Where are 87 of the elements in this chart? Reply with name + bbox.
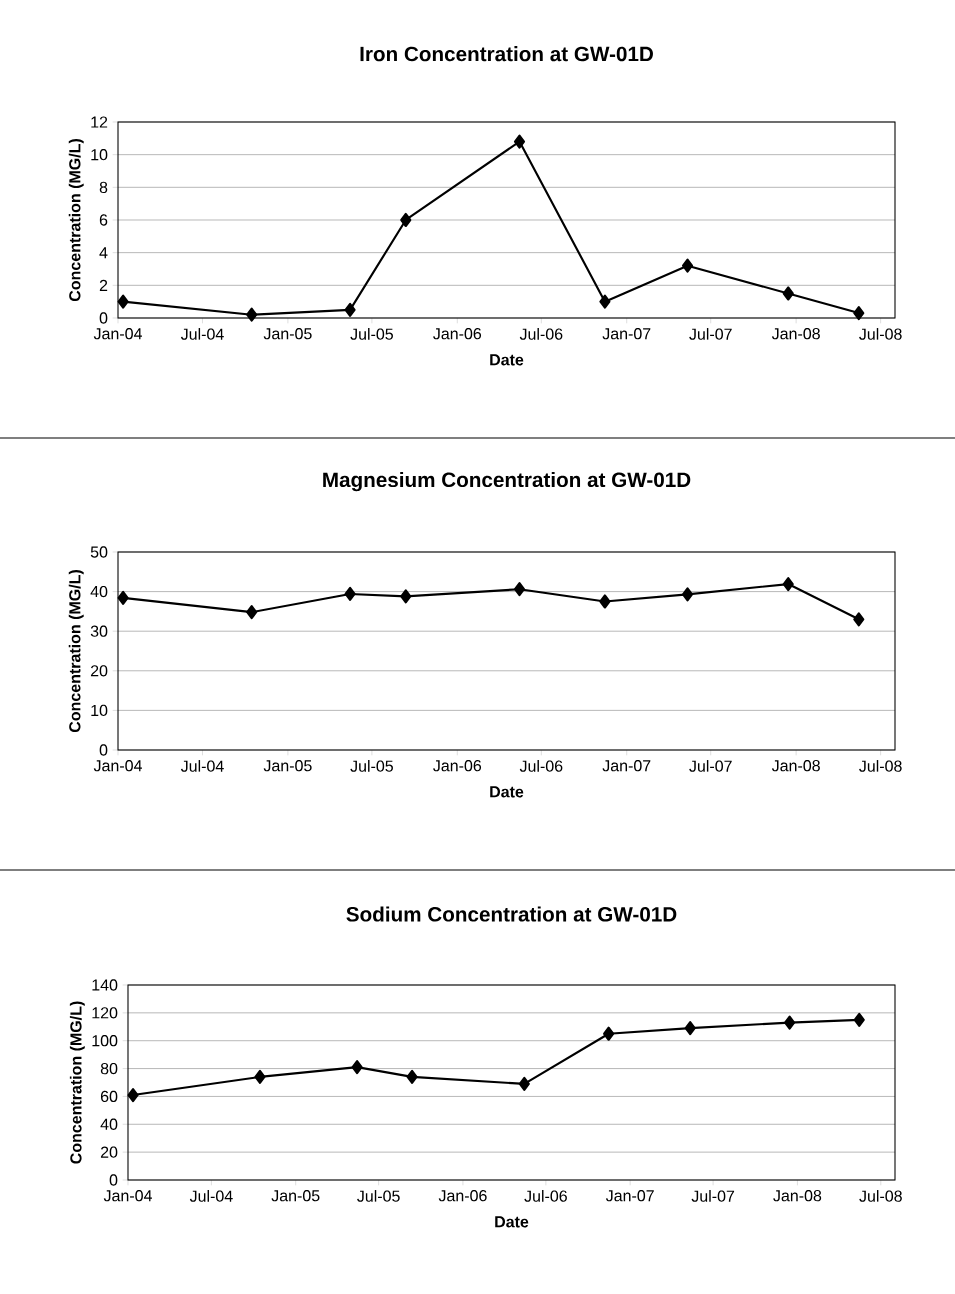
y-tick-label: 2 bbox=[99, 279, 108, 291]
y-tick-label: 120 bbox=[92, 1007, 118, 1019]
x-tick-label: Jan-05 bbox=[263, 760, 312, 772]
x-tick-label: Jan-06 bbox=[438, 1190, 487, 1202]
point bbox=[246, 307, 258, 322]
point bbox=[684, 1021, 696, 1036]
point bbox=[681, 587, 694, 602]
y-tick-label: 40 bbox=[100, 1118, 118, 1130]
point bbox=[513, 582, 526, 597]
x-tick-label: Jan-06 bbox=[433, 328, 482, 340]
point bbox=[344, 586, 356, 602]
y-tick-label: 8 bbox=[99, 181, 108, 193]
point bbox=[853, 612, 865, 627]
x-tick-label: Jan-08 bbox=[771, 760, 820, 772]
x-tick-label: Jan-07 bbox=[605, 1190, 654, 1202]
x-tick-label: Jul-08 bbox=[859, 1190, 902, 1202]
x-tick-label: Jul-05 bbox=[350, 328, 393, 340]
x-tick-label: Jul-06 bbox=[519, 760, 563, 772]
point bbox=[117, 294, 129, 309]
x-tick-label: Jan-05 bbox=[271, 1190, 320, 1202]
point bbox=[782, 577, 794, 592]
y-axis-title: Concentration (MG/L) bbox=[69, 1001, 85, 1164]
x-tick-label: Jan-04 bbox=[93, 760, 142, 772]
y-tick-label: 0 bbox=[99, 744, 108, 756]
y-tick-label: 80 bbox=[100, 1062, 118, 1075]
x-tick-label: Jul-05 bbox=[357, 1190, 400, 1202]
x-tick-label: Jul-06 bbox=[524, 1190, 567, 1202]
x-axis-title: Date bbox=[490, 354, 524, 366]
y-tick-label: 50 bbox=[90, 546, 108, 558]
x-tick-label: Jul-08 bbox=[859, 328, 902, 340]
point bbox=[518, 1076, 530, 1091]
x-tick-label: Jul-04 bbox=[180, 760, 224, 772]
x-tick-label: Jul-06 bbox=[519, 328, 563, 340]
point bbox=[599, 294, 611, 309]
x-tick-label: Jul-07 bbox=[689, 328, 732, 340]
point bbox=[400, 212, 412, 228]
point bbox=[853, 306, 865, 321]
y-tick-label: 60 bbox=[100, 1090, 118, 1103]
point bbox=[681, 258, 694, 273]
y-tick-label: 30 bbox=[90, 625, 108, 637]
point bbox=[400, 589, 412, 604]
point bbox=[599, 594, 611, 609]
chart-title: Sodium Concentration at GW-01D bbox=[346, 906, 677, 922]
point bbox=[406, 1069, 418, 1084]
x-axis-title: Date bbox=[495, 1216, 529, 1228]
x-tick-label: Jul-08 bbox=[859, 760, 902, 772]
point bbox=[782, 286, 794, 301]
x-tick-label: Jan-05 bbox=[263, 328, 312, 340]
chart-title: Magnesium Concentration at GW-01D bbox=[323, 471, 691, 492]
x-tick-label: Jul-05 bbox=[350, 760, 393, 772]
y-tick-label: 40 bbox=[90, 585, 108, 598]
x-tick-label: Jan-08 bbox=[773, 1190, 822, 1202]
y-tick-label: 0 bbox=[99, 312, 108, 324]
x-tick-label: Jul-04 bbox=[180, 328, 224, 340]
y-tick-label: 10 bbox=[91, 704, 108, 717]
y-tick-label: 20 bbox=[100, 1146, 118, 1158]
y-tick-label: 100 bbox=[92, 1035, 118, 1047]
x-tick-label: Jan-06 bbox=[433, 760, 482, 772]
y-tick-label: 140 bbox=[92, 979, 118, 991]
y-tick-label: 4 bbox=[99, 247, 108, 259]
point bbox=[127, 1087, 139, 1103]
point bbox=[853, 1012, 865, 1027]
x-axis-title: Date bbox=[490, 786, 524, 798]
y-axis-title: Concentration (MG/L) bbox=[68, 570, 84, 733]
x-tick-label: Jan-07 bbox=[602, 760, 651, 772]
point bbox=[351, 1060, 363, 1075]
x-tick-label: Jan-04 bbox=[93, 328, 142, 340]
x-tick-label: Jan-08 bbox=[771, 328, 820, 340]
y-tick-label: 20 bbox=[90, 665, 108, 677]
point bbox=[603, 1026, 615, 1041]
y-axis-title: Concentration (MG/L) bbox=[68, 139, 84, 302]
point bbox=[784, 1015, 796, 1030]
point bbox=[117, 590, 129, 605]
x-tick-label: Jul-07 bbox=[689, 760, 732, 772]
point bbox=[254, 1069, 266, 1084]
x-tick-label: Jul-04 bbox=[189, 1190, 233, 1202]
y-tick-label: 10 bbox=[91, 149, 108, 161]
x-tick-label: Jan-07 bbox=[602, 328, 651, 340]
y-tick-label: 6 bbox=[99, 214, 108, 226]
x-tick-label: Jul-07 bbox=[691, 1190, 735, 1202]
point bbox=[344, 302, 356, 317]
y-tick-label: 0 bbox=[109, 1174, 118, 1186]
x-tick-label: Jan-04 bbox=[103, 1190, 152, 1202]
chart-title: Iron Concentration at GW-01D bbox=[360, 46, 653, 62]
point bbox=[246, 605, 258, 620]
point bbox=[513, 134, 526, 149]
y-tick-label: 12 bbox=[91, 116, 108, 128]
